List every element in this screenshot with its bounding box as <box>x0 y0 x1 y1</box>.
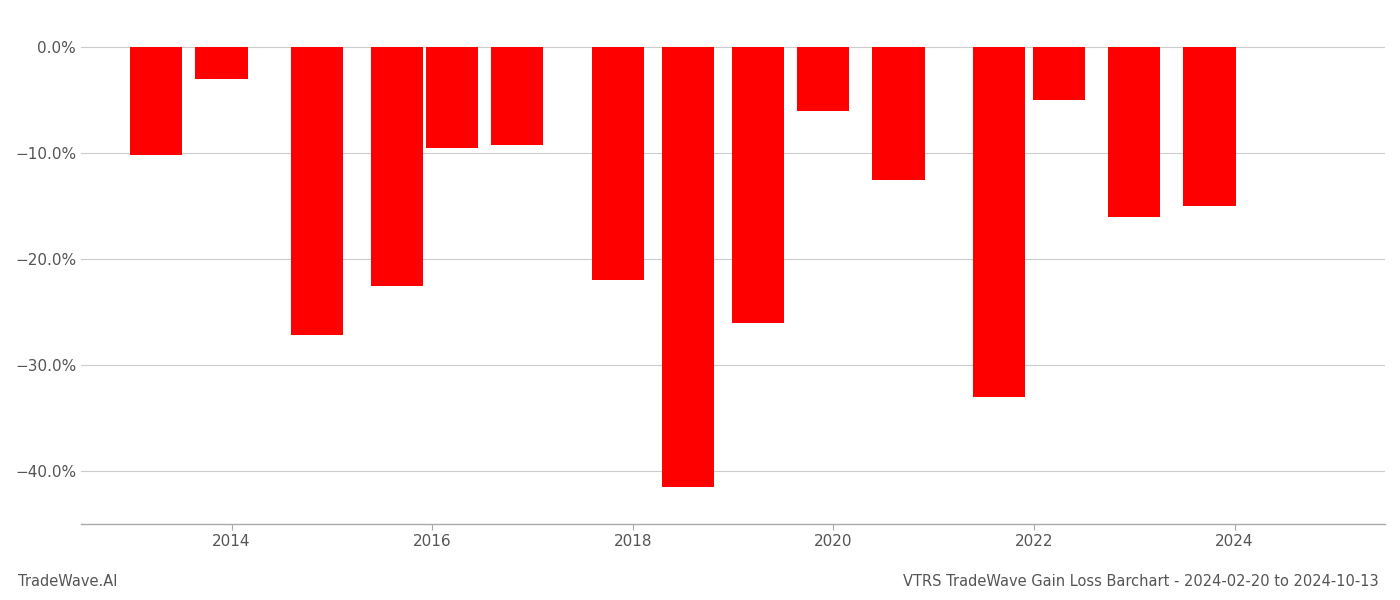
Bar <box>426 47 479 148</box>
Bar <box>371 47 423 286</box>
Bar <box>130 47 182 155</box>
Bar <box>491 47 543 145</box>
Bar <box>1033 47 1085 100</box>
Bar <box>592 47 644 280</box>
Text: TradeWave.AI: TradeWave.AI <box>18 574 118 589</box>
Bar <box>1183 47 1236 206</box>
Bar <box>797 47 850 111</box>
Bar <box>196 47 248 79</box>
Bar <box>732 47 784 323</box>
Bar <box>872 47 924 180</box>
Bar <box>662 47 714 487</box>
Bar <box>973 47 1025 397</box>
Bar <box>1109 47 1161 217</box>
Text: VTRS TradeWave Gain Loss Barchart - 2024-02-20 to 2024-10-13: VTRS TradeWave Gain Loss Barchart - 2024… <box>903 574 1379 589</box>
Bar <box>291 47 343 335</box>
